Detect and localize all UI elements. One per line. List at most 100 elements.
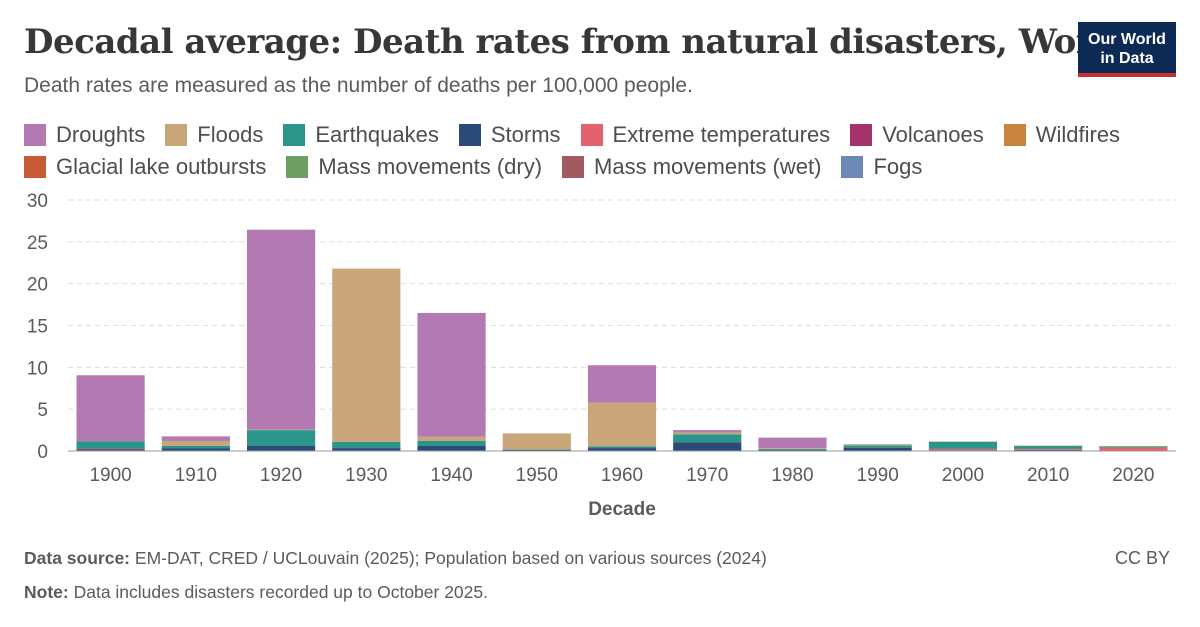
legend-item-floods[interactable]: Floods [165, 122, 263, 148]
bar-segment-storms[interactable] [1014, 449, 1083, 451]
legend-item-glacial-lake-outbursts[interactable]: Glacial lake outbursts [24, 154, 266, 180]
x-tick-label: 1960 [601, 465, 643, 486]
legend-label: Floods [197, 122, 264, 147]
legend-item-storms[interactable]: Storms [458, 122, 561, 148]
data-source-label: Data source: [24, 548, 131, 568]
bar-segment-droughts[interactable] [246, 229, 316, 430]
bar-segment-earthquakes[interactable] [502, 449, 571, 450]
bar-segment-storms[interactable] [76, 448, 145, 450]
chart-subtitle: Death rates are measured as the number o… [24, 74, 693, 97]
bar-segment-earthquakes[interactable] [1099, 446, 1168, 448]
y-tick-label: 0 [37, 442, 48, 463]
note-label: Note: [24, 582, 69, 602]
bar-segment-floods[interactable] [1014, 445, 1083, 447]
x-tick-label: 1900 [89, 465, 131, 486]
bar-segment-storms[interactable] [161, 448, 230, 451]
bar-segment-floods[interactable] [502, 433, 571, 450]
legend-swatch [841, 156, 864, 178]
x-tick-label: 1950 [516, 465, 558, 486]
bar-segment-earthquakes[interactable] [417, 440, 486, 446]
legend-item-mass-movements-wet-[interactable]: Mass movements (wet) [562, 154, 821, 180]
bar-segment-storms[interactable] [673, 442, 742, 451]
y-tick-label: 15 [27, 317, 48, 338]
legend-item-mass-movements-dry-[interactable]: Mass movements (dry) [286, 154, 542, 180]
bar-segment-storms[interactable] [843, 447, 912, 451]
y-tick-label: 25 [27, 233, 48, 254]
legend-swatch [580, 124, 603, 146]
legend-label: Fogs [873, 154, 923, 179]
bar-segment-volcanoes[interactable] [76, 449, 145, 451]
bar-segment-floods[interactable] [587, 402, 657, 447]
x-tick-label: 1940 [430, 465, 472, 486]
bar-segment-droughts[interactable] [76, 375, 145, 442]
bar-segment-extreme-temperatures[interactable] [1099, 447, 1168, 451]
bar-segment-droughts[interactable] [587, 365, 657, 403]
bar-segment-earthquakes[interactable] [246, 430, 316, 446]
x-tick-label: 1920 [260, 465, 302, 486]
bar-segment-mass-movements-dry-[interactable] [1099, 445, 1168, 447]
bar-segment-earthquakes[interactable] [587, 446, 657, 449]
legend-item-droughts[interactable]: Droughts [24, 122, 145, 148]
owid-logo[interactable]: Our World in Data [1078, 22, 1176, 77]
y-tick-label: 5 [37, 400, 48, 421]
legend-label: Mass movements (dry) [318, 154, 543, 179]
legend-label: Droughts [56, 122, 146, 147]
bar-segment-earthquakes[interactable] [843, 445, 912, 448]
bar-segment-droughts[interactable] [161, 436, 230, 441]
legend-swatch [24, 156, 46, 178]
chart-legend: Droughts Floods Earthquakes Storms Extreme t… [24, 122, 1184, 180]
bar-segment-floods[interactable] [1099, 446, 1168, 447]
bar-segment-storms[interactable] [332, 448, 401, 451]
bar-segment-floods[interactable] [758, 448, 827, 449]
bar-segment-floods[interactable] [843, 444, 912, 446]
bar-segment-earthquakes[interactable] [161, 445, 230, 449]
bar-segment-earthquakes[interactable] [332, 441, 401, 449]
bar-segment-floods[interactable] [673, 432, 742, 435]
bar-segment-floods[interactable] [332, 268, 401, 442]
bar-segment-extreme-temperatures[interactable] [928, 448, 998, 451]
logo-line-1: Our World [1088, 31, 1166, 48]
bar-segment-droughts[interactable] [758, 437, 827, 449]
bar-segment-mass-movements-dry-[interactable] [843, 444, 912, 445]
bar-segment-storms[interactable] [502, 449, 571, 451]
bar-segment-earthquakes[interactable] [673, 434, 742, 443]
legend-label: Glacial lake outbursts [56, 154, 267, 179]
bar-segment-earthquakes[interactable] [1014, 445, 1083, 449]
legend-swatch [850, 124, 873, 146]
legend-item-earthquakes[interactable]: Earthquakes [283, 122, 439, 148]
legend-swatch [165, 124, 188, 146]
bar-segment-earthquakes[interactable] [758, 448, 827, 450]
bar-segment-storms[interactable] [417, 445, 486, 451]
bar-segment-floods[interactable] [928, 441, 998, 442]
bar-segment-droughts[interactable] [673, 430, 742, 433]
data-source-text: EM-DAT, CRED / UCLouvain (2025); Populat… [134, 548, 767, 568]
bar-segment-storms[interactable] [758, 449, 827, 451]
x-tick-label: 1910 [175, 465, 217, 486]
bar-segment-earthquakes[interactable] [928, 441, 998, 449]
legend-item-volcanoes[interactable]: Volcanoes [850, 122, 984, 148]
bar-segment-storms[interactable] [246, 445, 316, 451]
bar-segment-floods[interactable] [161, 440, 230, 446]
license-link[interactable]: CC BY [1114, 548, 1170, 568]
legend-label: Mass movements (wet) [594, 154, 822, 179]
bar-segment-floods[interactable] [246, 429, 316, 431]
bar-segment-earthquakes[interactable] [76, 441, 145, 449]
bar-segment-extreme-temperatures[interactable] [1014, 448, 1083, 450]
x-tick-label: 2000 [942, 465, 984, 486]
legend-swatch [562, 156, 585, 178]
bar-segment-droughts[interactable] [417, 312, 486, 437]
x-tick-label: 1990 [857, 465, 899, 486]
legend-swatch [286, 156, 309, 178]
bar-segment-floods[interactable] [417, 436, 486, 441]
legend-item-fogs[interactable]: Fogs [841, 154, 922, 180]
legend-item-extreme-temperatures[interactable]: Extreme temperatures [580, 122, 831, 148]
y-tick-label: 10 [27, 358, 48, 379]
legend-label: Earthquakes [315, 122, 439, 147]
legend-label: Storms [490, 122, 561, 147]
data-source: Data source: EM-DAT, CRED / UCLouvain (2… [24, 548, 767, 569]
bar-segment-storms[interactable] [587, 448, 657, 451]
legend-label: Extreme temperatures [612, 122, 831, 147]
x-tick-label: 2010 [1027, 465, 1069, 486]
legend-item-wildfires[interactable]: Wildfires [1003, 122, 1120, 148]
